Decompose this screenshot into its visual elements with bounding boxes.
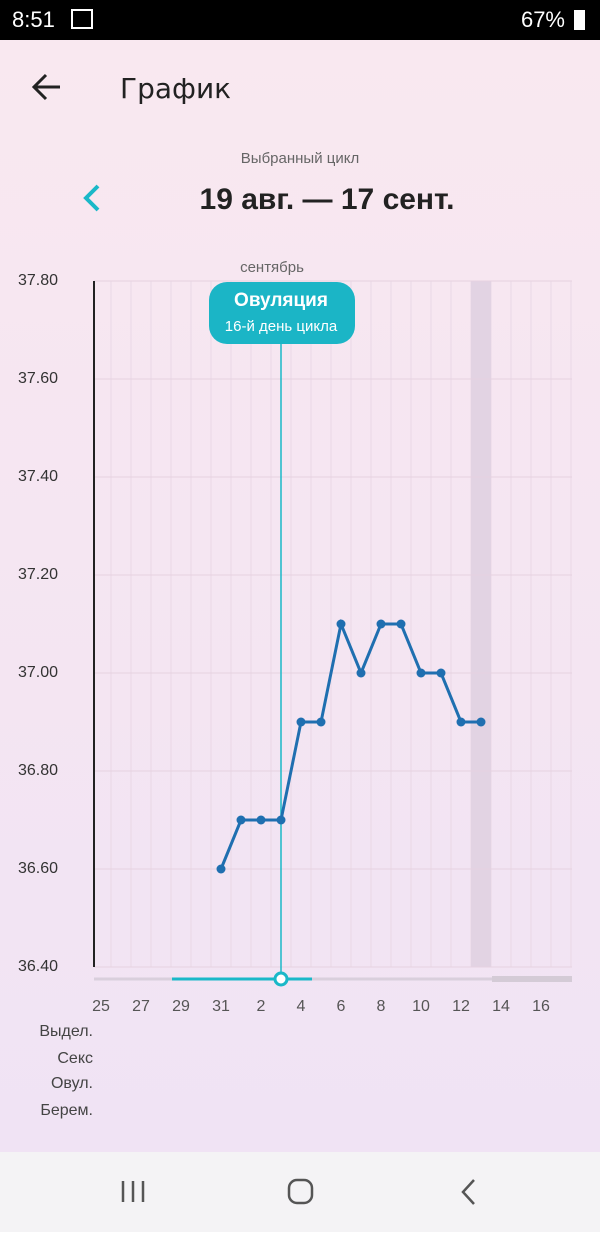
nav-back[interactable] bbox=[461, 1179, 475, 1205]
temperature-point bbox=[276, 815, 286, 825]
nav-recent[interactable] bbox=[121, 1181, 145, 1202]
nav-home[interactable] bbox=[287, 1178, 314, 1205]
temperature-point bbox=[396, 619, 406, 629]
x-tick-label: 16 bbox=[532, 998, 550, 1015]
temperature-point bbox=[356, 668, 366, 678]
track-label: Берем. bbox=[40, 1102, 93, 1119]
battery-text: 67% bbox=[521, 7, 565, 32]
ovulation-title: Овуляция bbox=[234, 290, 328, 311]
x-tick-label: 6 bbox=[337, 998, 346, 1015]
today-column bbox=[471, 281, 491, 967]
temperature-point bbox=[416, 668, 426, 678]
prev-cycle[interactable] bbox=[83, 184, 100, 212]
track-label: Выдел. bbox=[39, 1023, 93, 1040]
temperature-point bbox=[456, 717, 466, 727]
cycle-range: 19 авг. — 17 сент. bbox=[200, 183, 455, 216]
y-tick-label: 37.20 bbox=[18, 566, 58, 583]
temperature-point bbox=[376, 619, 386, 629]
x-tick-label: 25 bbox=[92, 998, 110, 1015]
status-time: 8:51 bbox=[12, 7, 55, 32]
x-tick-label: 4 bbox=[297, 998, 306, 1015]
x-tick-label: 14 bbox=[492, 998, 510, 1015]
temperature-point bbox=[336, 619, 346, 629]
gallery-icon bbox=[71, 9, 93, 29]
x-tick-label: 12 bbox=[452, 998, 470, 1015]
y-tick-label: 36.80 bbox=[18, 762, 58, 779]
temperature-point bbox=[476, 717, 486, 727]
ovulation-handle bbox=[273, 971, 289, 987]
month-label: сентябрь bbox=[240, 259, 304, 276]
x-tick-label: 31 bbox=[212, 998, 230, 1015]
nav-bar bbox=[0, 1152, 600, 1232]
x-tick-label: 27 bbox=[132, 998, 150, 1015]
temperature-point bbox=[296, 717, 306, 727]
screen-title: График bbox=[120, 72, 231, 105]
temperature-point bbox=[216, 864, 226, 874]
temperature-point bbox=[316, 717, 326, 727]
chart: 36.40 36.60 36.80 37.00 37.20 37.40 37.60 37.80… bbox=[18, 259, 572, 1119]
temperature-point bbox=[256, 815, 266, 825]
battery-icon bbox=[574, 10, 585, 30]
x-tick-label: 2 bbox=[257, 998, 266, 1015]
x-tick-label: 29 bbox=[172, 998, 190, 1015]
y-tick-label: 37.80 bbox=[18, 272, 58, 289]
ovulation-badge bbox=[209, 282, 355, 344]
temperature-point bbox=[436, 668, 446, 678]
status-bar bbox=[0, 0, 600, 40]
back-button[interactable] bbox=[31, 73, 60, 101]
y-tick-label: 37.00 bbox=[18, 664, 58, 681]
temperature-point bbox=[236, 815, 246, 825]
y-tick-label: 36.60 bbox=[18, 860, 58, 877]
y-tick-label: 37.40 bbox=[18, 468, 58, 485]
x-tick-label: 8 bbox=[377, 998, 386, 1015]
track-label: Секс bbox=[57, 1050, 93, 1067]
x-tick-label: 10 bbox=[412, 998, 430, 1015]
y-tick-label: 36.40 bbox=[18, 958, 58, 975]
ovulation-subtitle: 16-й день цикла bbox=[225, 318, 338, 335]
cycle-caption: Выбранный цикл bbox=[241, 150, 359, 167]
y-tick-label: 37.60 bbox=[18, 370, 58, 387]
track-label: Овул. bbox=[51, 1075, 93, 1092]
